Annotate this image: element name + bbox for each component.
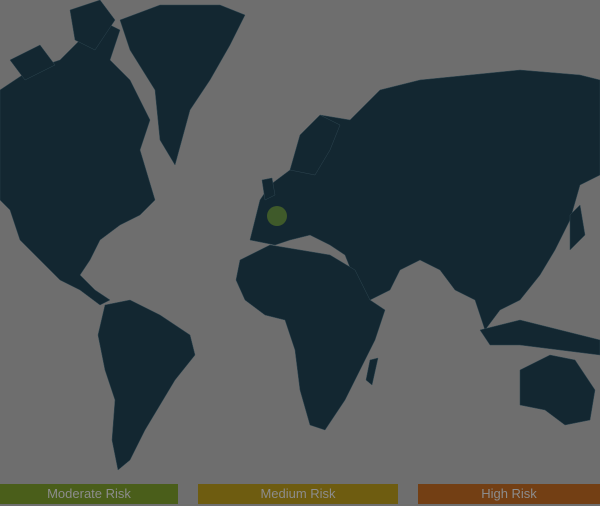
south-america[interactable] xyxy=(97,299,196,471)
legend-medium-risk: Medium Risk xyxy=(198,484,398,504)
japan[interactable] xyxy=(569,204,586,251)
legend-moderate-risk: Moderate Risk xyxy=(0,484,178,504)
scandinavia[interactable] xyxy=(289,114,341,176)
uk[interactable] xyxy=(261,177,276,201)
madagascar[interactable] xyxy=(365,357,379,386)
arctic-islands[interactable] xyxy=(9,0,116,81)
australia[interactable] xyxy=(519,354,596,426)
greenland[interactable] xyxy=(119,4,246,166)
france-highlight[interactable] xyxy=(267,206,287,226)
legend-high-risk: High Risk xyxy=(418,484,600,504)
world-map[interactable] xyxy=(0,0,600,480)
southeast-asia-islands[interactable] xyxy=(479,319,600,356)
africa[interactable] xyxy=(235,244,386,431)
